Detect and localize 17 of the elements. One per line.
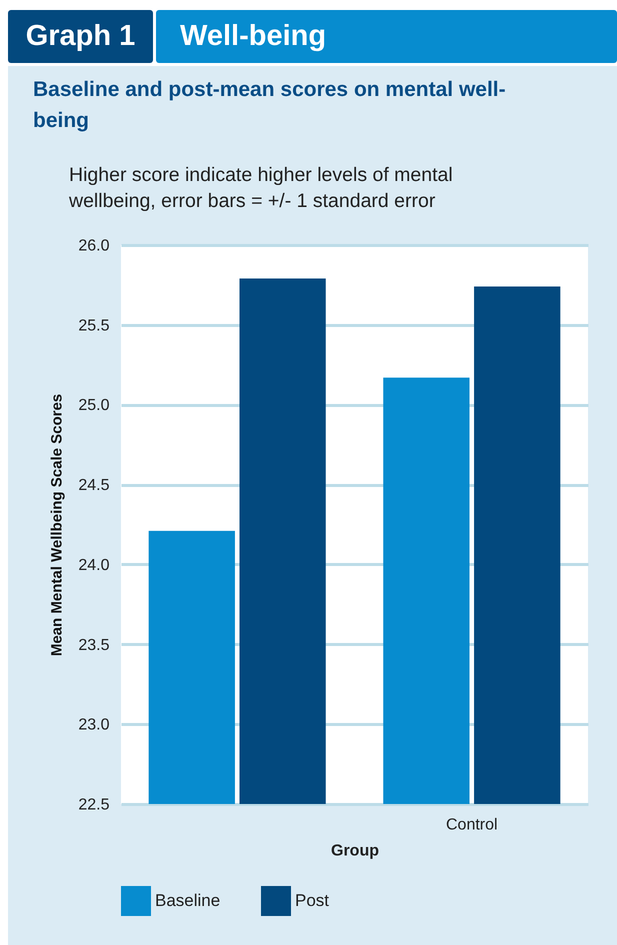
x-tick-label: Control bbox=[446, 816, 498, 834]
caption: Graph 1 bbox=[8, 10, 153, 63]
chart-title: Well-being bbox=[156, 10, 617, 63]
y-tick-label: 26.0 bbox=[78, 238, 110, 254]
y-tick-label: 23.0 bbox=[78, 716, 110, 734]
y-axis-title: Mean Mental Wellbeing Scale Scores bbox=[48, 394, 66, 656]
y-tick-label: 25.0 bbox=[78, 397, 110, 414]
y-tick-label: 24.5 bbox=[78, 477, 110, 494]
y-tick-label: 25.5 bbox=[78, 317, 110, 334]
legend-label: Baseline bbox=[155, 891, 220, 910]
y-tick-label: 22.5 bbox=[78, 796, 110, 814]
y-tick-label: 24.0 bbox=[78, 556, 110, 574]
x-axis-title: Group bbox=[331, 842, 380, 860]
legend-label: Post bbox=[295, 891, 330, 910]
text: Higher score indicate higher levels of mental wellbeing, error bars = +/- 1 standard error bbox=[69, 163, 454, 214]
y-tick-label: 23.5 bbox=[78, 636, 110, 654]
chart-subtitle: Baseline and post-mean scores on mental well-being bbox=[33, 77, 507, 134]
